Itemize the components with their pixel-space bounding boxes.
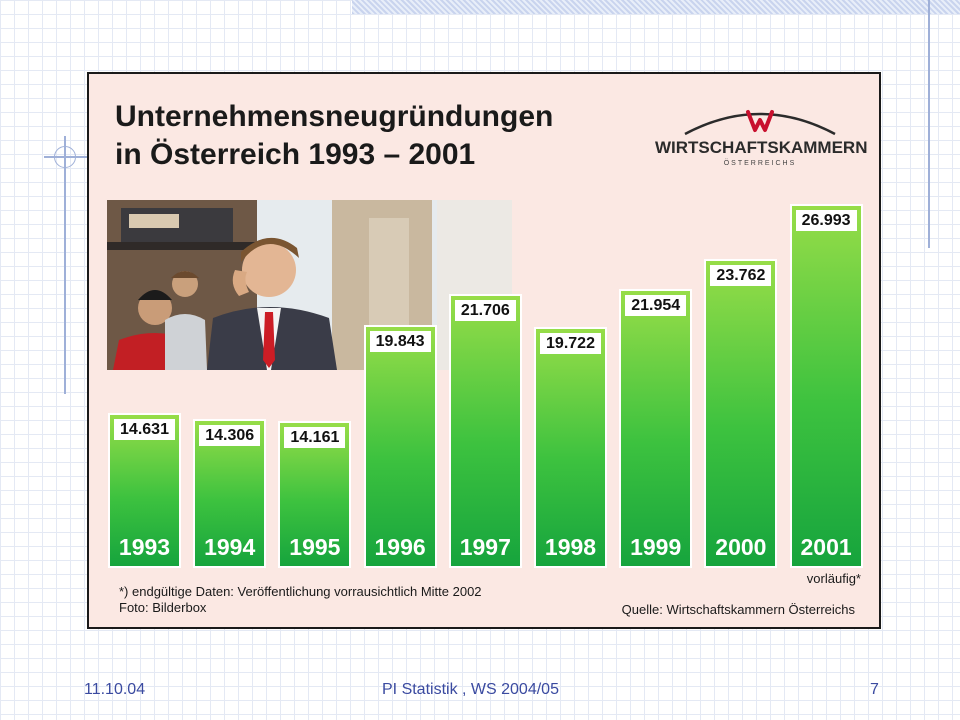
bar-value-label: 26.993 [795,210,857,231]
chart-image: Unternehmensneugründungen in Österreich … [87,72,881,629]
preliminary-note: vorläufig* [806,571,861,586]
x-tick-label: 2001 [800,534,852,560]
x-tick-label: 1998 [544,534,597,560]
bar-value-label: 23.762 [710,264,772,286]
slide-top-decoration [352,0,960,14]
x-tick-label: 1994 [204,534,256,560]
footnote-line1: *) endgültige Daten: Veröffentlichung vo… [119,584,482,599]
logo-emblem-icon [684,110,836,136]
logo-text: WIRTSCHAFTSKAMMERN [655,138,868,157]
x-tick-label: 1997 [459,534,511,560]
logo-subtext: ÖSTERREICHS [723,160,797,167]
bar-2000 [704,258,778,568]
slide-decor-line [64,136,66,394]
x-tick-label: 1996 [374,534,426,560]
footnote-line2: Foto: Bilderbox [119,600,207,615]
bar-1996 [363,325,437,568]
bar-2001 [789,204,863,568]
bar-value-label: 21.954 [625,295,687,317]
bar-1997 [448,293,522,568]
chart-title: Unternehmensneugründungen in Österreich … [115,98,553,174]
bar-value-label: 14.161 [284,427,346,449]
x-tick-label: 1993 [118,534,171,560]
bar-value-label: 21.706 [454,299,516,321]
chart-title-line2: in Österreich 1993 – 2001 [115,138,476,171]
slide-number: 7 [870,681,879,698]
bar-value-label: 19.722 [540,333,601,355]
bar-value-label: 14.631 [114,419,175,441]
bar-1998 [534,327,607,568]
bar-1999 [619,289,693,568]
slide-decor-circle [54,146,76,168]
footer-date: 11.10.04 [84,681,146,698]
bar-value-label: 19.843 [369,331,431,353]
wirtschaftskammern-logo: WIRTSCHAFTSKAMMERN ÖSTERREICHS [655,104,868,184]
x-tick-label: 2000 [715,534,767,560]
bar-value-label: 14.306 [199,424,261,446]
street-photo [107,200,512,370]
x-tick-label: 1999 [630,534,682,560]
slide-decor-line [928,0,930,248]
footer-title: PI Statistik , WS 2004/05 [382,681,559,698]
chart-source: Quelle: Wirtschaftskammern Österreichs [621,602,855,617]
x-tick-label: 1995 [289,534,341,560]
chart-footnote: *) endgültige Daten: Veröffentlichung vo… [119,584,482,616]
chart-title-line1: Unternehmensneugründungen [115,100,554,133]
